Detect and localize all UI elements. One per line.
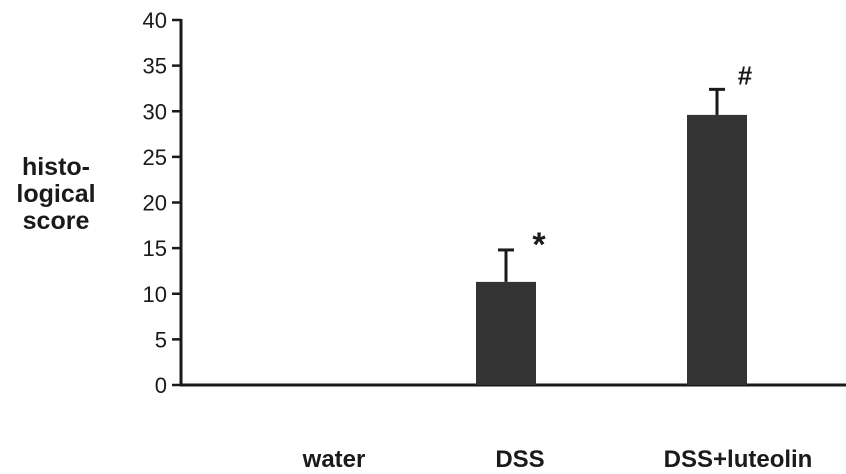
x-category-label: DSS+luteolin [663, 446, 813, 473]
bar [687, 114, 747, 386]
y-tick-label: 40 [143, 8, 167, 33]
y-tick-label: 35 [143, 54, 167, 79]
x-category-label: DSS [495, 446, 545, 473]
x-category-label: water [302, 446, 366, 473]
y-axis-label-line: histo- [21, 153, 91, 181]
y-axis-label: histo- logical score [0, 154, 112, 235]
y-tick-label: 25 [143, 145, 167, 170]
y-tick-label: 30 [143, 99, 167, 124]
significance-marker: * [532, 226, 546, 264]
y-tick-label: 0 [155, 373, 167, 398]
bar [476, 281, 536, 385]
y-tick-label: 10 [143, 282, 167, 307]
y-tick-label: 5 [155, 327, 167, 352]
significance-marker: # [738, 60, 753, 90]
y-tick-label: 20 [143, 191, 167, 216]
y-axis-label-line: score [22, 207, 90, 235]
y-axis-label-line: logical [16, 180, 96, 208]
y-tick-label: 15 [143, 236, 167, 261]
